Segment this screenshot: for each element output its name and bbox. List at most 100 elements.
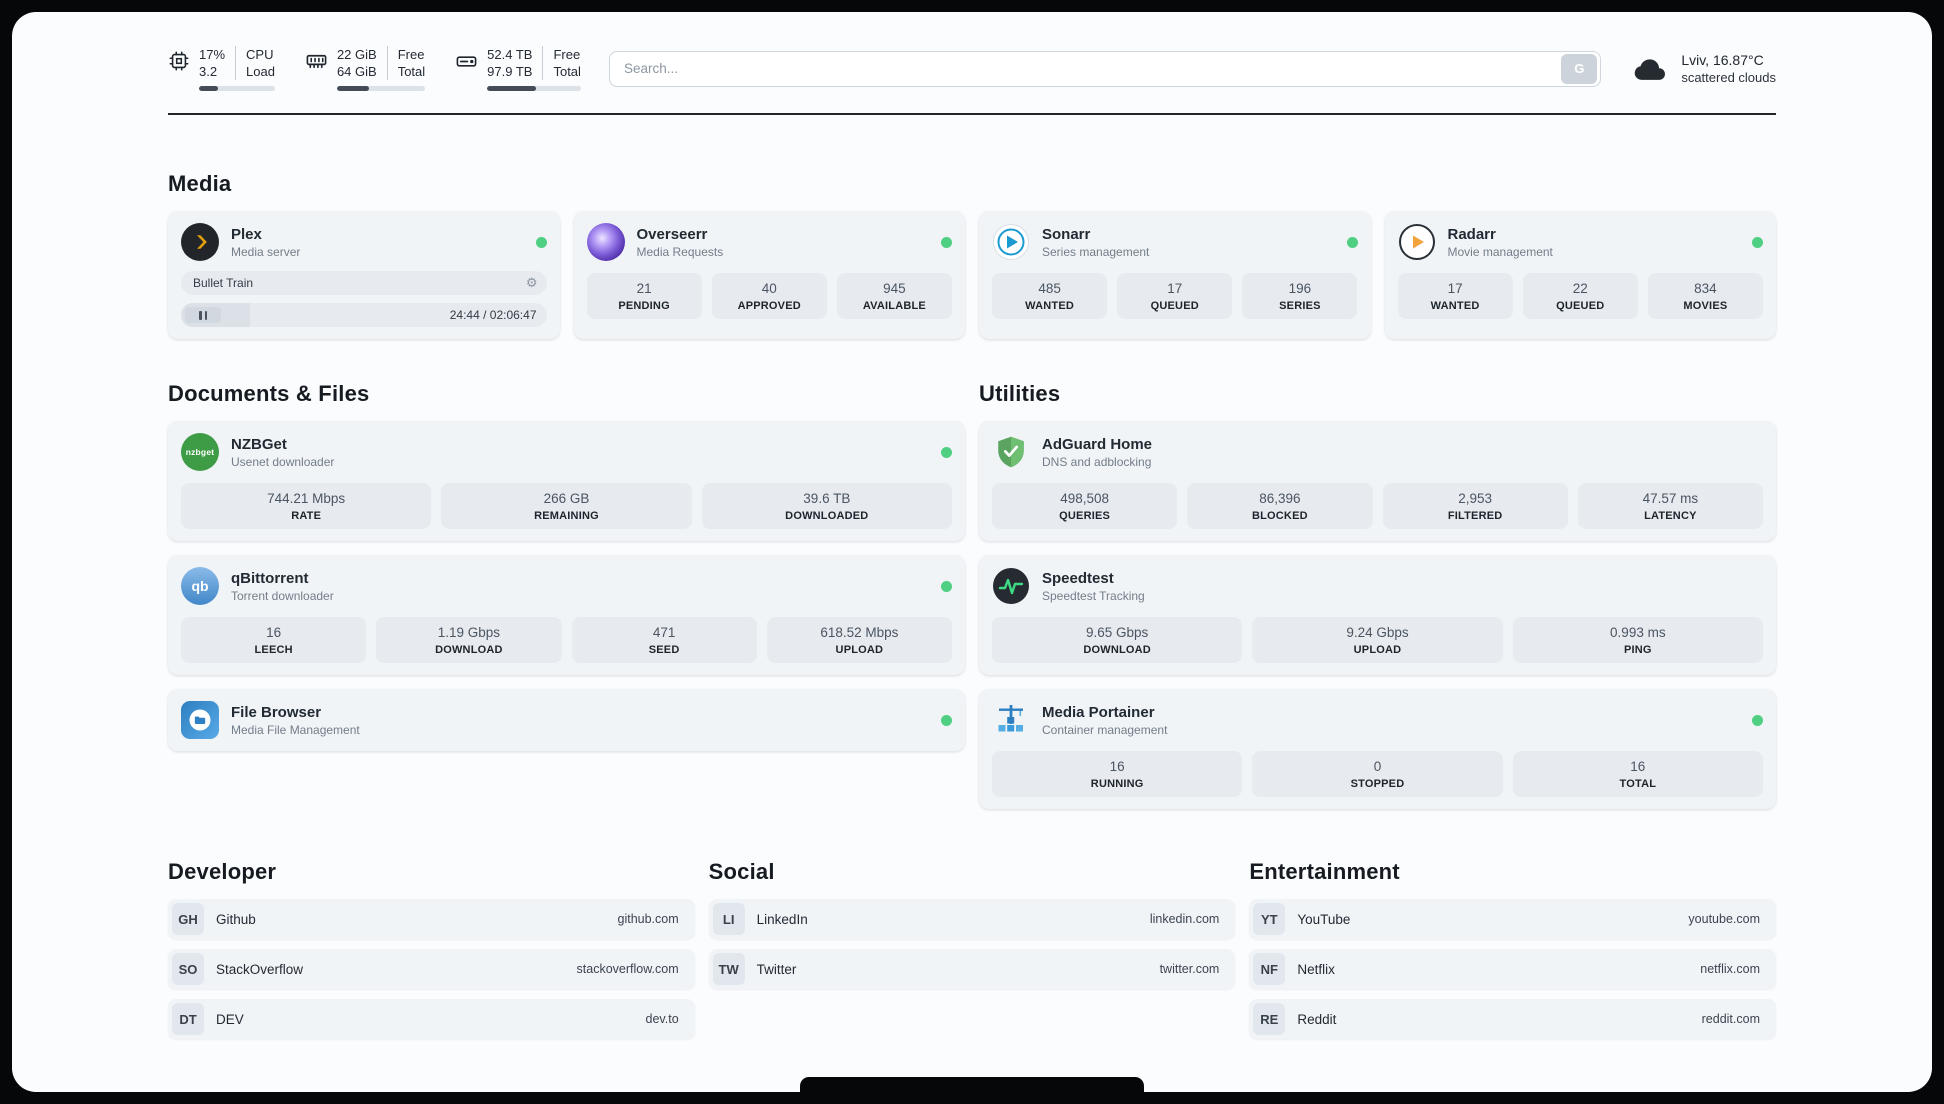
bookmark-domain: linkedin.com <box>1149 912 1220 926</box>
bookmark-reddit[interactable]: RE Reddit reddit.com <box>1249 999 1776 1039</box>
bookmarks-section: Developer GH Github github.com SO StackO… <box>168 859 1776 1039</box>
bookmark-stackoverflow[interactable]: SO StackOverflow stackoverflow.com <box>168 949 695 989</box>
bookmark-domain: youtube.com <box>1688 912 1760 926</box>
linkedin-badge-icon: LI <box>712 903 745 935</box>
cloud-icon <box>1629 48 1671 90</box>
memory-monitor: 22 GiB 64 GiB Free Total <box>305 46 426 91</box>
stat-tile: 744.21 Mbps RATE <box>181 483 432 529</box>
app-subtitle: Usenet downloader <box>231 454 335 469</box>
cpu-progress-bar <box>199 86 275 91</box>
storage-label-top: Free <box>553 47 581 62</box>
stat-tile: 945 AVAILABLE <box>836 273 952 319</box>
app-name: AdGuard Home <box>1042 435 1153 453</box>
documents-column: Documents & Files nzbget NZBGet Usenet d… <box>168 381 965 751</box>
sonarr-card[interactable]: Sonarr Series management 485 WANTED 17 QUE… <box>979 211 1371 339</box>
app-subtitle: Container management <box>1042 722 1168 737</box>
bookmark-domain: github.com <box>617 912 679 926</box>
bookmark-linkedin[interactable]: LI LinkedIn linkedin.com <box>708 899 1236 939</box>
section-heading-utilities: Utilities <box>979 381 1061 406</box>
storage-label-bottom: Total <box>553 64 581 79</box>
search-engine-button[interactable]: G <box>1561 53 1598 84</box>
stat-tile: 485 WANTED <box>992 273 1108 319</box>
netflix-badge-icon: NF <box>1253 953 1286 985</box>
cpu-load-value: 3.2 <box>199 64 218 79</box>
memory-free-value: 22 GiB <box>336 47 377 62</box>
filebrowser-card[interactable]: File Browser Media File Management <box>168 689 965 751</box>
twitter-badge-icon: TW <box>712 953 745 985</box>
nzbget-icon: nzbget <box>181 433 219 471</box>
search-bar: G <box>608 50 1602 87</box>
cpu-label-top: CPU <box>246 47 274 62</box>
memory-progress-bar <box>336 86 426 91</box>
stat-tile: 21 PENDING <box>586 273 702 319</box>
portainer-icon <box>992 701 1030 739</box>
bookmark-domain: netflix.com <box>1700 962 1760 976</box>
stat-tile: 498,508 QUERIES <box>992 483 1178 529</box>
app-name: Radarr <box>1447 225 1496 243</box>
bookmark-name: Reddit <box>1297 1011 1337 1027</box>
search-input[interactable] <box>609 61 1562 76</box>
app-subtitle: Media server <box>231 244 301 259</box>
bookmark-github[interactable]: GH Github github.com <box>168 899 695 939</box>
plex-card[interactable]: Plex Media server Bullet Train ⚙ 24:44 /… <box>168 211 560 339</box>
section-heading-documents: Documents & Files <box>168 381 370 406</box>
now-playing-title: Bullet Train <box>193 276 254 290</box>
qbittorrent-card[interactable]: qb qBittorrent Torrent downloader 16 LEEC… <box>168 555 965 675</box>
bookmark-name: Github <box>216 911 256 927</box>
disk-icon <box>455 50 478 73</box>
cpu-icon <box>168 50 190 72</box>
github-badge-icon: GH <box>172 903 204 935</box>
app-name: Media Portainer <box>1042 703 1155 721</box>
app-name: Sonarr <box>1042 225 1091 243</box>
bookmark-name: DEV <box>216 1011 244 1027</box>
plex-icon <box>181 223 219 261</box>
stat-tile: 1.19 Gbps DOWNLOAD <box>376 617 562 663</box>
bookmark-twitter[interactable]: TW Twitter twitter.com <box>708 949 1236 989</box>
bookmark-youtube[interactable]: YT YouTube youtube.com <box>1249 899 1776 939</box>
app-subtitle: Torrent downloader <box>231 588 334 603</box>
app-name: Speedtest <box>1042 569 1114 587</box>
gear-icon[interactable]: ⚙ <box>525 275 538 291</box>
portainer-card[interactable]: Media Portainer Container management 16 R… <box>979 689 1776 809</box>
filebrowser-icon <box>181 701 219 739</box>
dev-badge-icon: DT <box>172 1003 204 1035</box>
status-dot <box>1752 714 1763 726</box>
bookmark-name: StackOverflow <box>216 961 304 977</box>
memory-label-top: Free <box>397 47 425 62</box>
stat-tile: 471 SEED <box>571 617 757 663</box>
speedtest-card[interactable]: Speedtest Speedtest Tracking 9.65 Gbps DO… <box>979 555 1776 675</box>
entertainment-column: Entertainment YT YouTube youtube.com NF … <box>1249 859 1776 1039</box>
home-indicator <box>800 1077 1144 1092</box>
radarr-card[interactable]: Radarr Movie management 17 WANTED 22 QUEUE… <box>1384 211 1776 339</box>
media-section: Media Plex Media server <box>168 171 1776 339</box>
stat-tile: 86,396 BLOCKED <box>1187 483 1373 529</box>
nzbget-card[interactable]: nzbget NZBGet Usenet downloader 744.21 M… <box>168 421 965 541</box>
radarr-icon <box>1398 223 1436 261</box>
weather-location: Lviv, 16.87°C <box>1681 52 1764 68</box>
section-heading-social: Social <box>708 859 775 884</box>
bookmark-name: YouTube <box>1297 911 1351 927</box>
bookmark-name: Twitter <box>756 961 797 977</box>
app-name: Plex <box>231 225 262 243</box>
now-playing-bar: Bullet Train ⚙ <box>181 271 547 295</box>
overseerr-card[interactable]: Overseerr Media Requests 21 PENDING 40 APP… <box>573 211 965 339</box>
adguard-card[interactable]: AdGuard Home DNS and adblocking 498,508 Q… <box>979 421 1776 541</box>
pause-button[interactable] <box>185 307 221 323</box>
bookmark-domain: reddit.com <box>1701 1012 1760 1026</box>
section-heading-media: Media <box>168 171 232 196</box>
bookmark-domain: dev.to <box>645 1012 679 1026</box>
section-heading-developer: Developer <box>168 859 277 884</box>
app-name: File Browser <box>231 703 322 721</box>
stat-tile: 0.993 ms PING <box>1512 617 1763 663</box>
storage-free-value: 52.4 TB <box>487 47 533 62</box>
status-dot <box>1346 236 1358 248</box>
bookmark-netflix[interactable]: NF Netflix netflix.com <box>1249 949 1776 989</box>
topbar: 17% 3.2 CPU Load <box>168 12 1776 91</box>
stackoverflow-badge-icon: SO <box>172 953 204 985</box>
cpu-monitor: 17% 3.2 CPU Load <box>168 46 275 91</box>
bookmark-dev[interactable]: DT DEV dev.to <box>168 999 695 1039</box>
weather-condition: scattered clouds <box>1681 70 1776 85</box>
bookmark-name: LinkedIn <box>756 911 808 927</box>
stat-tile: 47.57 ms LATENCY <box>1577 483 1763 529</box>
status-dot <box>941 714 952 726</box>
